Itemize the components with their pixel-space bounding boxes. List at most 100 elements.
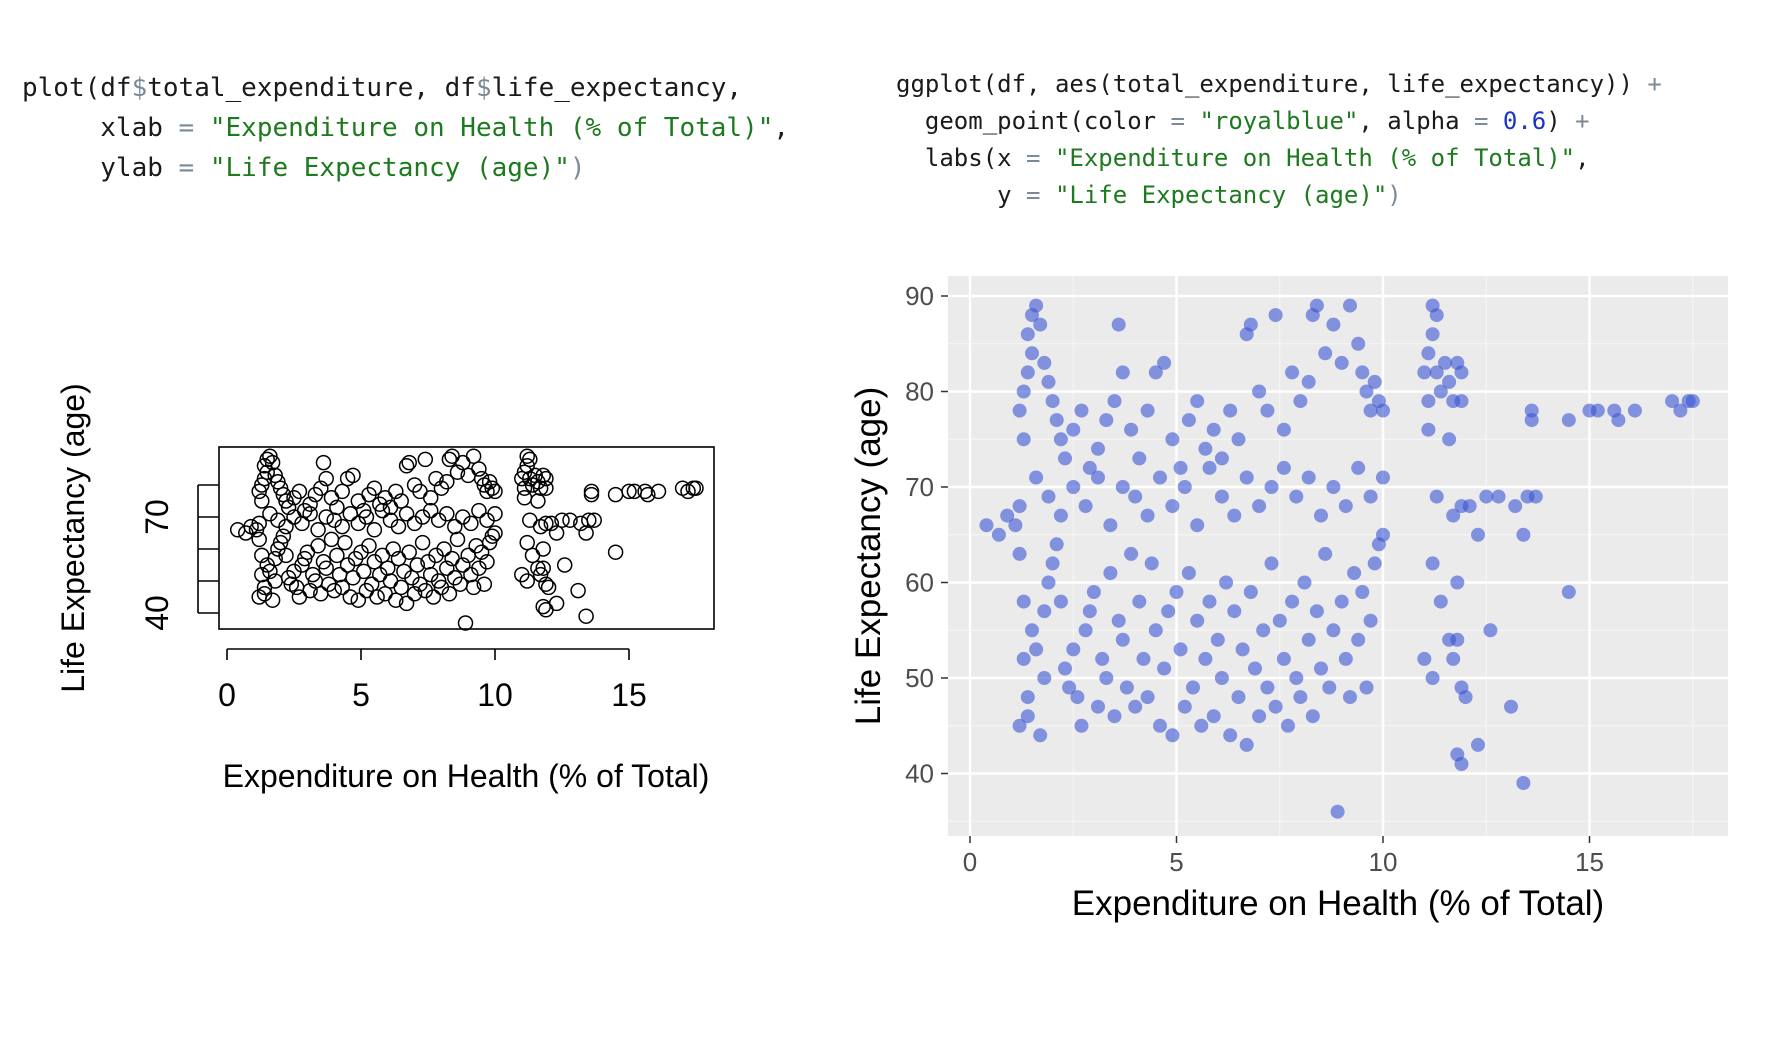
gg-data-point — [1049, 537, 1064, 552]
gg-data-point — [1471, 737, 1485, 752]
gg-data-point — [1029, 642, 1044, 657]
gg-data-point — [1252, 384, 1267, 399]
base-data-point — [519, 448, 535, 464]
gg-data-point — [1153, 718, 1167, 733]
gg-data-point — [1454, 757, 1469, 771]
gg-data-point — [1293, 394, 1308, 409]
gg-data-point — [1417, 651, 1432, 666]
gg-data-point — [1045, 556, 1060, 571]
base-data-point — [487, 506, 503, 522]
base-data-point — [350, 592, 367, 608]
gg-data-point — [1276, 651, 1291, 666]
gg-data-point — [1421, 346, 1436, 361]
gg-data-point — [1471, 527, 1485, 542]
gg-data-point — [1367, 374, 1382, 389]
gg-data-point — [1037, 355, 1052, 370]
gg-data-point — [1140, 403, 1155, 418]
base-data-point — [484, 480, 501, 496]
gg-data-point — [1272, 613, 1287, 628]
base-data-point — [342, 589, 359, 605]
base-data-point — [439, 474, 455, 490]
base-data-point — [262, 563, 278, 580]
base-data-point — [267, 550, 283, 567]
base-data-point — [361, 538, 377, 554]
base-data-point — [254, 493, 270, 509]
base-x-axis: 0 5 10 15 — [218, 648, 647, 713]
base-data-point — [586, 512, 602, 528]
gg-data-point — [1318, 346, 1333, 361]
base-data-point — [640, 486, 656, 503]
gg-data-point — [1264, 556, 1279, 571]
gg-data-point — [1119, 680, 1134, 695]
base-data-point — [471, 502, 487, 519]
gg-data-point — [1301, 470, 1316, 485]
gg-y-tick-label: 60 — [905, 568, 934, 598]
gg-data-point — [1041, 489, 1056, 504]
gg-data-point — [1442, 432, 1457, 447]
gg-data-point — [1153, 470, 1167, 485]
gg-data-point — [1433, 594, 1448, 609]
gg-data-point — [1012, 499, 1027, 514]
gg-data-point — [1020, 690, 1035, 705]
base-data-point — [329, 547, 345, 564]
gg-data-point — [1165, 728, 1180, 743]
gg-data-point — [1025, 623, 1039, 638]
gg-data-point — [1165, 499, 1180, 514]
gg-data-point — [1115, 632, 1130, 647]
gg-data-point — [1128, 489, 1143, 504]
base-data-point — [562, 512, 578, 528]
gg-data-point — [1454, 394, 1469, 409]
gg-data-point — [1450, 575, 1465, 590]
base-data-point — [476, 576, 493, 592]
base-data-point — [538, 470, 554, 487]
gg-data-point — [1223, 403, 1238, 418]
base-data-point — [334, 483, 350, 500]
gg-data-point — [1504, 699, 1518, 714]
base-x-tick-label: 5 — [352, 677, 370, 713]
base-data-point — [540, 579, 557, 596]
gg-data-point — [1363, 489, 1378, 504]
base-data-point — [251, 483, 267, 500]
code-line: y = "Life Expectancy (age)") — [896, 181, 1402, 209]
gg-data-point — [1458, 690, 1473, 705]
gg-data-point — [1107, 394, 1122, 409]
base-data-point — [385, 541, 401, 557]
gg-y-tick-label: 90 — [905, 281, 934, 311]
gg-data-point — [1025, 346, 1039, 361]
gg-data-point — [1016, 384, 1031, 399]
gg-data-point — [1033, 317, 1048, 332]
base-data-point — [345, 467, 361, 484]
gg-data-point — [1074, 718, 1089, 733]
gg-data-point — [1227, 508, 1242, 523]
gg-data-point — [1446, 508, 1461, 523]
gg-data-point — [1425, 327, 1440, 342]
base-data-point — [532, 566, 549, 583]
base-data-point — [441, 586, 458, 602]
gg-x-axis-title: Expenditure on Health (% of Total) — [1072, 884, 1604, 923]
gg-data-point — [1561, 413, 1576, 428]
gg-data-point — [1334, 355, 1349, 370]
gg-data-point — [1202, 460, 1217, 475]
base-data-point — [310, 522, 326, 538]
base-x-tick-label: 10 — [477, 677, 513, 713]
gg-data-point — [1202, 594, 1217, 609]
gg-data-point — [1020, 365, 1035, 380]
base-y-tick-label: 40 — [139, 595, 175, 631]
gg-data-point — [1268, 699, 1283, 714]
gg-data-point — [1442, 374, 1457, 389]
gg-data-point — [1012, 403, 1027, 418]
gg-data-point — [1020, 327, 1035, 342]
code-block-base-r: plot(df$total_expenditure, df$life_expec… — [22, 68, 789, 188]
gg-data-point — [1078, 499, 1093, 514]
gg-data-point — [1359, 384, 1374, 399]
gg-data-point — [1214, 489, 1229, 504]
base-data-point — [337, 534, 353, 551]
gg-data-point — [1338, 651, 1353, 666]
base-data-point — [326, 582, 342, 599]
gg-data-point — [1181, 566, 1196, 580]
base-x-tick-label: 0 — [218, 677, 236, 713]
gg-data-point — [1132, 451, 1147, 466]
base-data-point — [390, 518, 407, 535]
base-data-point — [417, 451, 434, 468]
code-line: ylab = "Life Expectancy (age)") — [22, 153, 586, 183]
